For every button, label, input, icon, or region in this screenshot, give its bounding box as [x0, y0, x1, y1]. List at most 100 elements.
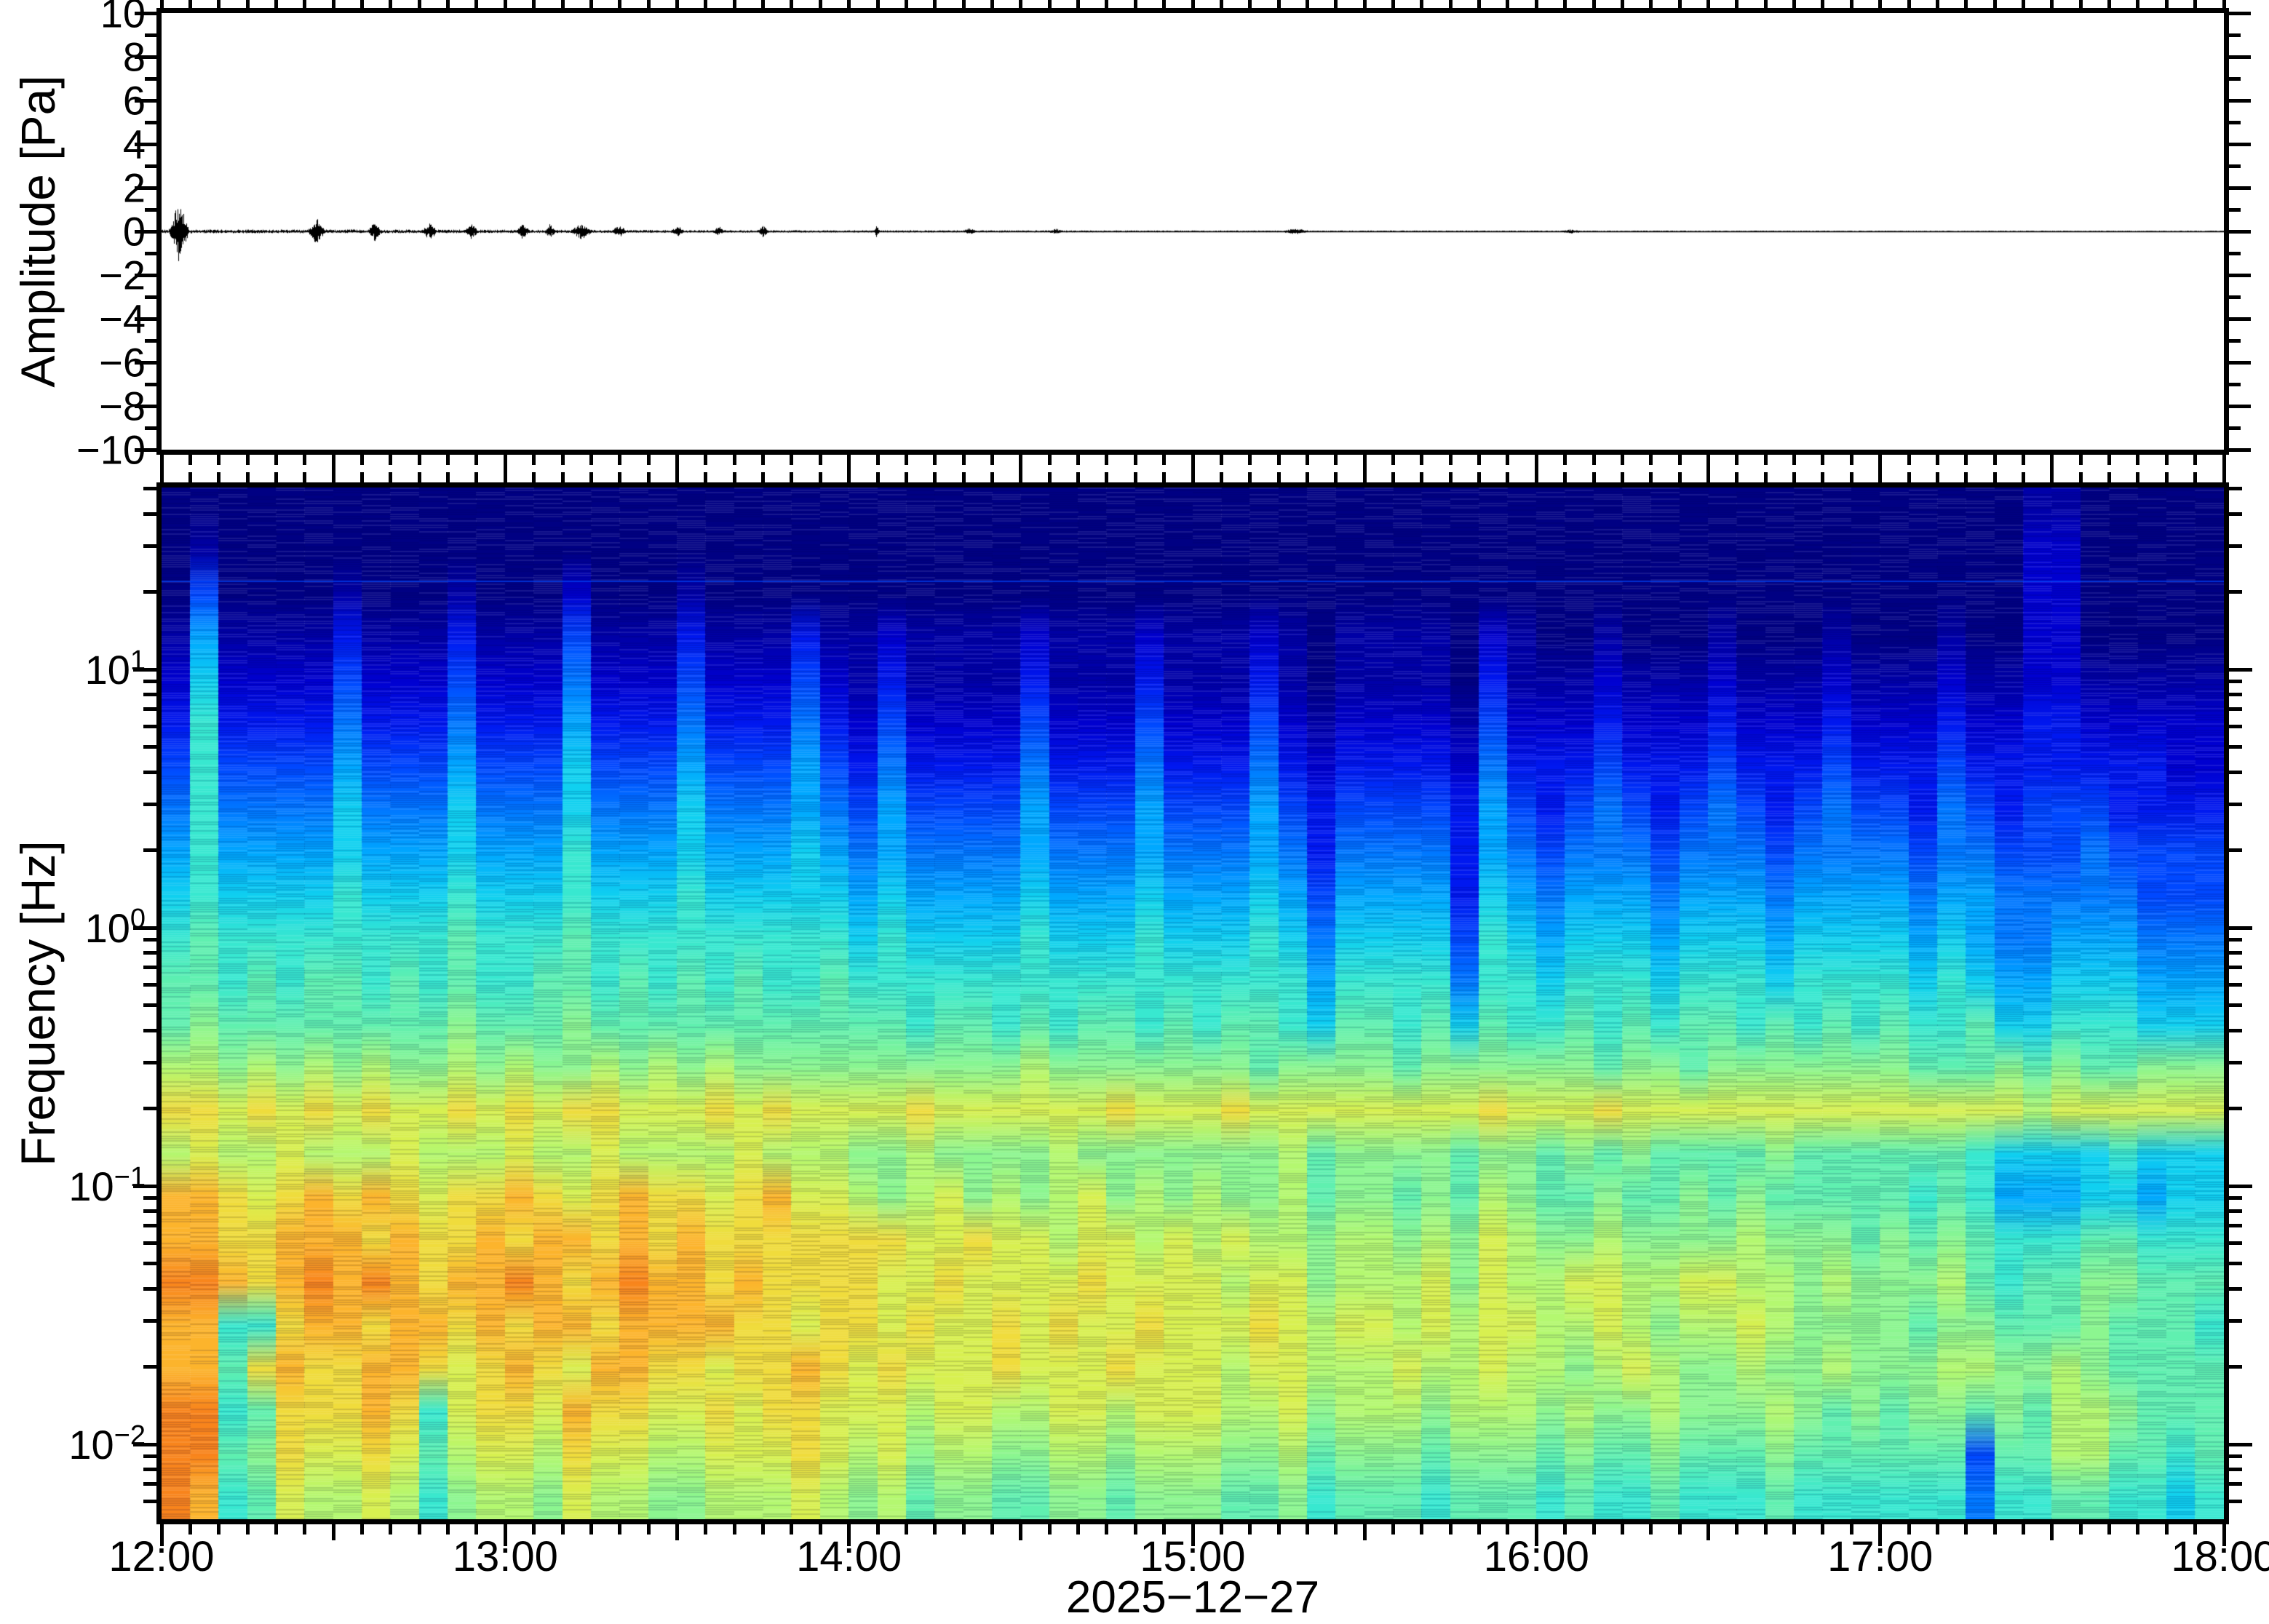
amplitude-tick-left	[135, 447, 156, 452]
x-axis-tick	[560, 472, 565, 482]
amplitude-tick-right	[2229, 229, 2251, 234]
frequency-tick-left	[143, 1454, 156, 1458]
x-axis-tick	[990, 1524, 994, 1535]
x-axis-tick	[417, 1524, 421, 1535]
x-axis-tick	[2222, 1524, 2226, 1546]
x-axis-tick	[1677, 0, 1682, 8]
amplitude-tick-right	[2229, 11, 2251, 15]
x-axis-tick	[560, 1524, 565, 1535]
x-axis-tick	[1477, 455, 1482, 465]
x-axis-tick	[732, 0, 736, 8]
frequency-tick-left	[143, 1241, 156, 1246]
x-axis-tick	[1047, 472, 1052, 482]
x-axis-tick	[2193, 472, 2198, 482]
x-axis-tick	[2050, 0, 2054, 8]
amplitude-tick-label: −10	[76, 426, 146, 473]
x-axis-tick	[1763, 472, 1768, 482]
x-axis-tick	[1162, 472, 1167, 482]
x-axis-tick	[1334, 472, 1338, 482]
x-axis-tick	[1907, 472, 1911, 482]
x-axis-tick	[1391, 455, 1396, 465]
x-axis-tick	[1219, 1524, 1223, 1535]
x-axis-tick	[303, 455, 307, 465]
amplitude-tick-right	[2229, 164, 2241, 168]
frequency-tick-right	[2229, 1061, 2242, 1065]
x-axis-tick	[446, 472, 450, 482]
x-axis-tick	[1821, 1524, 1825, 1535]
x-axis-tick	[818, 472, 822, 482]
x-axis-tick	[1019, 0, 1023, 8]
spectrogram-heatmap-canvas	[162, 487, 2224, 1519]
x-axis-tick	[188, 1524, 192, 1535]
x-axis-tick	[1706, 0, 1710, 8]
x-axis-tick	[2078, 0, 2083, 8]
x-axis-tick	[446, 455, 450, 465]
x-axis-tick	[1849, 472, 1853, 482]
x-axis-tick	[1964, 472, 1968, 482]
amplitude-tick-label: 0	[122, 208, 146, 255]
x-axis-tick	[474, 472, 479, 482]
x-axis-tick	[761, 1524, 766, 1535]
x-axis-tick	[303, 0, 307, 8]
x-axis-tick	[331, 0, 335, 8]
x-axis-tick	[1992, 455, 1997, 465]
x-axis-tick	[618, 0, 622, 8]
amplitude-tick-right	[2229, 33, 2241, 37]
x-axis-tick	[704, 1524, 708, 1535]
frequency-tick-right	[2229, 725, 2242, 729]
x-axis-tick	[1849, 0, 1853, 8]
x-axis-tick	[1935, 455, 1939, 465]
x-axis-tick	[675, 455, 679, 471]
frequency-tick-left	[143, 725, 156, 729]
x-axis-tick	[847, 461, 851, 482]
amplitude-tick-label: −6	[99, 339, 146, 386]
x-axis-tick	[1821, 0, 1825, 8]
amplitude-tick-left	[145, 251, 156, 255]
x-axis-tick	[2107, 0, 2112, 8]
x-axis-tick	[790, 455, 794, 465]
amplitude-tick-left	[145, 426, 156, 430]
x-axis-tick	[990, 0, 994, 8]
x-axis-tick	[1763, 455, 1768, 465]
x-axis-tick	[1592, 472, 1596, 482]
amplitude-tick-left	[145, 33, 156, 37]
x-axis-tick	[2050, 466, 2054, 482]
x-axis-tick	[589, 1524, 593, 1535]
frequency-tick-left	[143, 1467, 156, 1471]
frequency-tick-left	[143, 679, 156, 683]
x-axis-tick	[1592, 0, 1596, 8]
x-axis-tick	[2021, 455, 2025, 465]
frequency-tick-left	[143, 803, 156, 807]
frequency-tick-left	[143, 544, 156, 549]
x-axis-tick	[1391, 1524, 1396, 1535]
x-axis-tick	[1649, 472, 1653, 482]
x-axis-tick	[961, 455, 966, 465]
x-axis-tick	[589, 0, 593, 8]
x-axis-tick	[1219, 472, 1223, 482]
frequency-tick-right	[2229, 1003, 2242, 1008]
x-axis-tick	[1878, 0, 1883, 8]
x-axis-tick	[1076, 455, 1081, 465]
x-axis-tick	[274, 1524, 278, 1535]
x-axis-tick	[1763, 1524, 1768, 1535]
x-axis-tick	[217, 1524, 221, 1535]
frequency-tick-right	[2229, 1106, 2242, 1110]
x-axis-tick	[818, 0, 822, 8]
amplitude-tick-right	[2229, 426, 2241, 430]
x-axis-hour-label: 12:00	[108, 1533, 215, 1580]
x-axis-tick	[331, 1524, 335, 1540]
x-axis-tick	[1706, 466, 1710, 482]
x-axis-tick	[961, 472, 966, 482]
frequency-tick-right	[2229, 512, 2242, 516]
x-axis-tick	[417, 472, 421, 482]
x-axis-tick	[1620, 0, 1624, 8]
x-axis-tick	[961, 0, 966, 8]
x-axis-tick	[904, 472, 908, 482]
x-axis-tick	[1935, 472, 1939, 482]
amplitude-tick-label: −4	[99, 295, 146, 342]
amplitude-tick-right	[2229, 251, 2241, 255]
x-axis-tick	[159, 461, 164, 482]
x-axis-tick	[675, 1524, 679, 1540]
x-axis-tick	[1964, 0, 1968, 8]
amplitude-tick-label: 4	[122, 121, 146, 167]
